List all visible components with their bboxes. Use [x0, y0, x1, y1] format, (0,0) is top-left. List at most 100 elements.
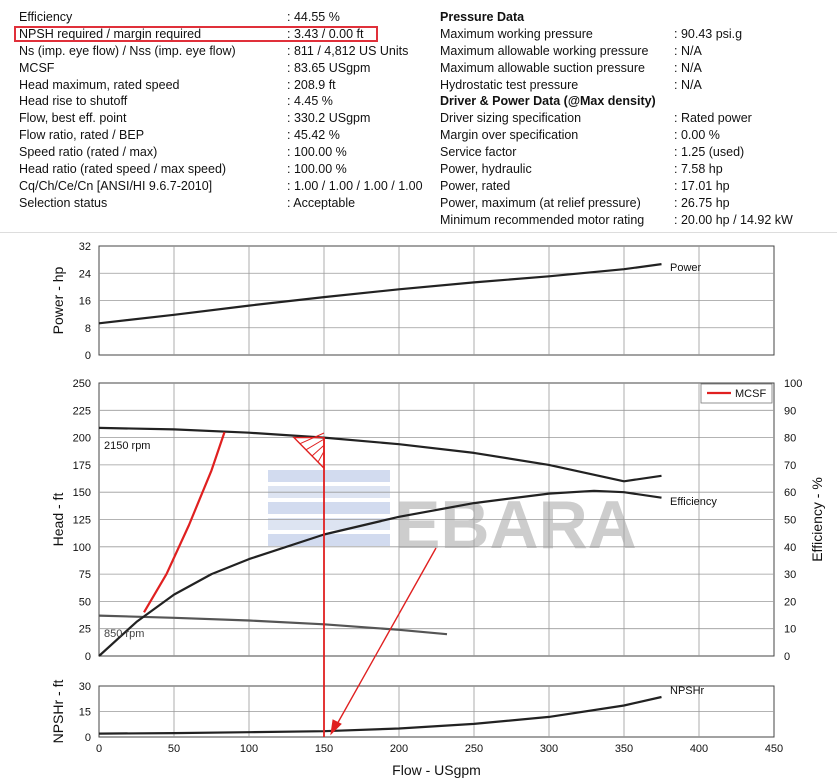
right_table-label: Pressure Data	[440, 10, 525, 24]
rated-point-triangle	[292, 436, 325, 470]
power-y-axis-label: Power - hp	[50, 266, 66, 334]
x-tick-label: 0	[96, 743, 102, 755]
right_table-row: Power, maximum (at relief pressure): 26.…	[440, 195, 837, 212]
head-y-tick-label: 175	[73, 460, 91, 472]
right_table-row: Driver & Power Data (@Max density)	[440, 93, 837, 110]
x-tick-label: 350	[615, 743, 633, 755]
npshr-y-tick-label: 0	[85, 732, 91, 744]
legend-box	[700, 383, 773, 404]
x-tick-label: 450	[765, 743, 783, 755]
npshr-y-tick-label: 30	[79, 681, 91, 693]
right_table-value: : 0.00 %	[674, 128, 720, 143]
right_table-row: Maximum allowable suction pressure: N/A	[440, 60, 837, 77]
right_table-row: Service factor : 1.25 (used)	[440, 144, 837, 161]
left_table-label: Speed ratio (rated / max)	[19, 145, 158, 160]
left_table-row: Head ratio (rated speed / max speed) : 10…	[19, 161, 429, 178]
right_table-value: : Rated power	[674, 111, 752, 126]
left_table-row: NPSH required / margin required : 3.43 / …	[19, 26, 429, 43]
power-y-tick-label: 8	[85, 323, 91, 335]
head-y2-tick-label: 70	[784, 460, 796, 472]
right_table-value: : N/A	[674, 77, 702, 92]
left_table-value: : 100.00 %	[287, 162, 347, 177]
left_table-value: : Acceptable	[287, 195, 356, 210]
rated-point-hatch	[305, 438, 325, 451]
left_table-label: Head ratio (rated speed / max speed)	[19, 162, 227, 177]
left_table-value: : 45.42 %	[287, 128, 340, 143]
left_table-row: MCSF : 83.65 USgpm	[19, 60, 429, 77]
right_table-label: Minimum recommended motor rating	[440, 212, 645, 227]
right_table-label: Margin over specification	[440, 128, 579, 143]
npsh-pointer-arrow	[335, 547, 437, 727]
x-tick-label: 400	[690, 743, 708, 755]
left_table-value: : 208.9 ft	[287, 77, 336, 92]
right_table-value: : 90.43 psi.g	[674, 26, 743, 41]
efficiency-series-label: Efficiency	[670, 496, 717, 508]
head-y2-tick-label: 30	[784, 569, 796, 581]
rated-point-hatch	[311, 444, 325, 457]
head-y2-tick-label: 100	[784, 378, 802, 390]
x-tick-label: 300	[540, 743, 558, 755]
x-tick-label: 50	[168, 743, 180, 755]
rated-point-hatch	[299, 432, 325, 445]
left_table-value: : 1.00 / 1.00 / 1.00 / 1.00	[287, 178, 423, 193]
right_table-label: Power, hydraulic	[440, 162, 532, 177]
head-y-tick-label: 100	[73, 542, 91, 554]
right_table-label: Hydrostatic test pressure	[440, 77, 579, 92]
left_table-row: Flow, best eff. point: 330.2 USgpm	[19, 110, 429, 127]
head-y2-tick-label: 80	[784, 433, 796, 445]
left_table-value: : 3.43 / 0.00 ft	[287, 26, 364, 41]
npsh-highlight-box	[14, 26, 378, 42]
left_table-row: Speed ratio (rated / max): 100.00 %	[19, 144, 429, 161]
head-y-tick-label: 250	[73, 378, 91, 390]
right_table-value: : 26.75 hp	[674, 195, 730, 210]
left_table-label: Ns (imp. eye flow) / Nss (imp. eye flow)	[19, 43, 236, 58]
left_table-row: Efficiency : 44.55 %	[19, 9, 429, 26]
right_table-label: Service factor	[440, 145, 517, 160]
right_table-value: : 1.25 (used)	[674, 145, 745, 160]
series-line-efficiency	[98, 489, 662, 657]
legend-label-mcsf: MCSF	[735, 388, 766, 400]
right_table-row: Driver sizing specification : Rated power	[440, 110, 837, 127]
watermark-stripe	[268, 534, 390, 546]
right_table-row: Power, hydraulic : 7.58 hp	[440, 161, 837, 178]
power-y-tick-label: 32	[79, 241, 91, 253]
right_table-label: Maximum working pressure	[440, 26, 593, 41]
left_table-row: Head maximum, rated speed: 208.9 ft	[19, 77, 429, 94]
power-y-tick-label: 0	[85, 350, 91, 362]
right_table-row: Minimum recommended motor rating : 20.00 …	[440, 212, 837, 229]
right_table-row: Maximum working pressure : 90.43 psi.g	[440, 26, 837, 43]
power-y-tick-label: 16	[79, 296, 91, 308]
right_table-value: : 20.00 hp / 14.92 kW	[674, 212, 793, 227]
head-y2-tick-label: 90	[784, 405, 796, 417]
npshr-y-tick-label: 15	[79, 707, 91, 719]
right_table-value: : 17.01 hp	[674, 178, 730, 193]
right_table-value: : N/A	[674, 43, 702, 58]
left_table-label: Cq/Ch/Ce/Cn [ANSI/HI 9.6.7-2010]	[19, 178, 213, 193]
right_table-label: Driver sizing specification	[440, 111, 582, 126]
head-y-tick-label: 225	[73, 405, 91, 417]
left_table-value: : 44.55 %	[287, 10, 340, 24]
right_table-value: : N/A	[674, 60, 702, 75]
right_table-label: Power, rated	[440, 178, 511, 193]
head-y-axis-label: Head - ft	[50, 493, 66, 547]
head-y-tick-label: 75	[79, 569, 91, 581]
left_table-label: Flow ratio, rated / BEP	[19, 128, 145, 143]
left_table-value: : 330.2 USgpm	[287, 111, 371, 126]
series-line-power	[98, 263, 662, 325]
npshr-y-axis-label: NPSHr - ft	[50, 680, 66, 744]
left_table-value: : 4.45 %	[287, 94, 333, 109]
left_table-label: NPSH required / margin required	[19, 26, 202, 41]
watermark-stripe	[268, 470, 390, 482]
x-tick-label: 200	[390, 743, 408, 755]
watermark-stripe	[268, 502, 390, 514]
head-y2-tick-label: 0	[784, 651, 790, 663]
left_table-value: : 83.65 USgpm	[287, 60, 371, 75]
right_table-value: : 7.58 hp	[674, 162, 723, 177]
head-y2-axis-label: Efficiency - %	[809, 477, 825, 562]
right_table-label: Maximum allowable working pressure	[440, 43, 649, 58]
head-y-tick-label: 25	[79, 624, 91, 636]
left_table-label: Efficiency	[19, 10, 73, 24]
left_table-label: MCSF	[19, 60, 55, 75]
left_table-label: Selection status	[19, 195, 108, 210]
